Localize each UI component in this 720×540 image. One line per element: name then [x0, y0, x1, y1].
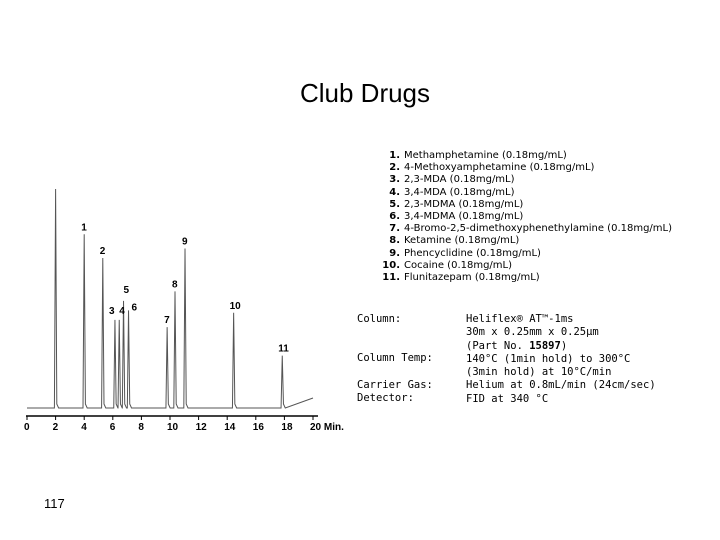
peak-list-number: 9.	[389, 247, 400, 259]
conditions-values: Heliflex® AT™-1ms 30m x 0.25mm x 0.25µm …	[466, 313, 656, 406]
peak-list-compound: 3,4-MDA (0.18mg/mL)	[404, 186, 515, 198]
x-tick-label: 10	[167, 422, 179, 433]
column-name: Heliflex® AT™-1ms	[466, 313, 574, 325]
peak-label: 9	[182, 237, 188, 248]
peak-list-compound: 2,3-MDMA (0.18mg/mL)	[404, 198, 524, 210]
peak-label: 11	[278, 344, 289, 355]
peak-label: 5	[124, 285, 130, 296]
conditions-labels: Column: Column Temp: Carrier Gas: Detect…	[357, 313, 433, 405]
peak-list-item: 2. 4-Methoxyamphetamine (0.18mg/mL)	[380, 162, 672, 174]
column-temp-label: Column Temp:	[357, 352, 433, 365]
peak-list-item: 8. Ketamine (0.18mg/mL)	[380, 235, 672, 247]
chromatogram-trace	[27, 189, 314, 409]
peak-label: 4	[119, 306, 125, 317]
part-number: (Part No. 15897)	[466, 340, 656, 353]
peak-list-item: 9. Phencyclidine (0.18mg/mL)	[380, 248, 672, 260]
peak-list-compound: Phencyclidine (0.18mg/mL)	[404, 247, 541, 259]
peak-list-number: 8.	[389, 235, 400, 247]
part-number-suffix: )	[560, 339, 568, 352]
peak-list-number: 3.	[389, 174, 400, 186]
peak-list-item: 4. 3,4-MDA (0.18mg/mL)	[380, 187, 672, 199]
peak-list-compound: 2,3-MDA (0.18mg/mL)	[404, 174, 515, 186]
peak-list-item: 11. Flunitazepam (0.18mg/mL)	[380, 272, 672, 284]
page-number: 117	[44, 496, 65, 511]
peak-list-number: 11.	[382, 272, 400, 284]
peak-list-item: 5. 2,3-MDMA (0.18mg/mL)	[380, 199, 672, 211]
peak-list-item: 1. Methamphetamine (0.18mg/mL)	[380, 150, 672, 162]
peak-list-compound: 4-Bromo-2,5-dimethoxyphenethylamine (0.1…	[404, 223, 673, 235]
slide-title: Club Drugs	[299, 78, 431, 108]
peak-label: 6	[132, 302, 138, 313]
x-tick-label: 14	[224, 422, 236, 433]
peak-identification-list: 1. Methamphetamine (0.18mg/mL) 2. 4-Methoxy…	[380, 150, 672, 284]
peak-label: 7	[164, 315, 170, 326]
x-tick-label: 16	[253, 422, 265, 433]
peak-list-compound: 3,4-MDMA (0.18mg/mL)	[404, 211, 524, 223]
peak-list-number: 6.	[389, 211, 400, 223]
x-tick-label: 6	[110, 422, 116, 433]
peak-list-compound: Cocaine (0.18mg/mL)	[404, 259, 513, 271]
x-tick-label: 12	[196, 422, 208, 433]
part-number-value: 15897	[529, 339, 561, 352]
peak-list-number: 4.	[389, 186, 400, 198]
column-temp-line-2: (3min hold) at 10°C/min	[466, 366, 612, 379]
peak-list-number: 1.	[389, 150, 400, 161]
peak-label: 2	[100, 246, 106, 257]
peak-list-compound: 4-Methoxyamphetamine (0.18mg/mL)	[404, 162, 595, 174]
peak-label: 1	[81, 222, 87, 233]
x-tick-label: 18	[281, 422, 293, 433]
peak-label: 10	[230, 301, 242, 312]
peak-list-number: 10.	[382, 259, 400, 271]
x-tick-label: 0	[24, 422, 30, 433]
part-number-prefix: (Part No.	[466, 339, 530, 352]
x-tick-label: 4	[81, 422, 87, 433]
peak-list-compound: Methamphetamine (0.18mg/mL)	[404, 150, 567, 161]
peak-label: 3	[109, 306, 115, 317]
x-tick-label: 2	[53, 422, 59, 433]
peak-list-number: 7.	[389, 223, 400, 235]
peak-list-number: 2.	[389, 162, 400, 174]
column-label: Column:	[357, 313, 402, 325]
detector-label: Detector:	[357, 391, 414, 404]
peak-list-compound: Ketamine (0.18mg/mL)	[404, 235, 520, 247]
peak-list-compound: Flunitazepam (0.18mg/mL)	[404, 272, 540, 284]
peak-list-item: 10. Cocaine (0.18mg/mL)	[380, 260, 672, 272]
column-dimensions: 30m x 0.25mm x 0.25µm	[466, 326, 599, 339]
x-tick-label: 8	[138, 422, 144, 433]
peak-list-item: 6. 3,4-MDMA (0.18mg/mL)	[380, 211, 672, 223]
detector-value: FID at 340 °C	[466, 392, 549, 405]
peak-label: 8	[172, 279, 178, 290]
peak-list-number: 5.	[389, 198, 400, 210]
peak-list-item: 7. 4-Bromo-2,5-dimethoxyphenethylamine (0…	[380, 223, 672, 235]
carrier-gas-label: Carrier Gas:	[357, 378, 433, 391]
carrier-gas-value: Helium at 0.8mL/min (24cm/sec)	[466, 379, 656, 392]
peak-list-item: 3. 2,3-MDA (0.18mg/mL)	[380, 174, 672, 186]
x-tick-label: 20 Min.	[310, 422, 344, 433]
column-temp-line-1: 140°C (1min hold) to 300°C	[466, 352, 631, 365]
